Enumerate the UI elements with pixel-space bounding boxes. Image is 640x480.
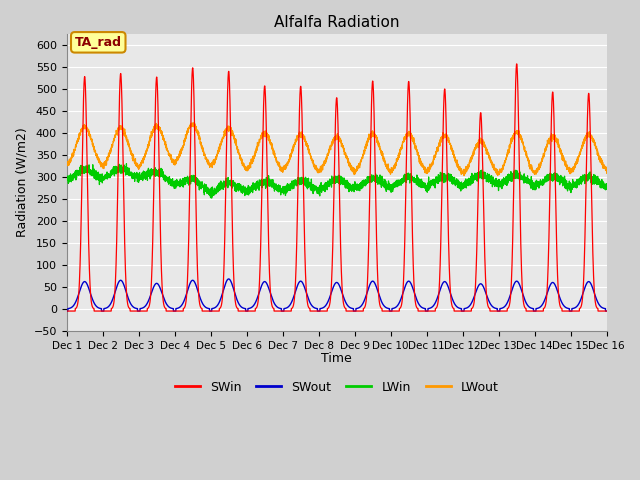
Legend: SWin, SWout, LWin, LWout: SWin, SWout, LWin, LWout bbox=[170, 376, 504, 399]
SWin bbox=[602, 308, 610, 314]
SWout bbox=[488, 303, 496, 309]
SWin bbox=[603, 308, 611, 314]
Line: SWout: SWout bbox=[67, 279, 607, 311]
SWin bbox=[458, 308, 465, 314]
X-axis label: Time: Time bbox=[321, 352, 352, 365]
LWout bbox=[488, 164, 496, 169]
LWin bbox=[458, 183, 466, 189]
LWout bbox=[317, 164, 324, 169]
LWout bbox=[189, 120, 197, 126]
SWout bbox=[602, 308, 610, 314]
LWout bbox=[602, 168, 610, 174]
LWin bbox=[160, 174, 168, 180]
LWin bbox=[602, 181, 610, 187]
LWout bbox=[458, 169, 465, 175]
SWin bbox=[513, 61, 520, 67]
LWin bbox=[428, 179, 436, 185]
SWin bbox=[63, 308, 70, 314]
Line: SWin: SWin bbox=[67, 64, 607, 311]
SWout bbox=[63, 308, 70, 314]
SWin bbox=[488, 308, 496, 314]
LWin bbox=[488, 184, 496, 190]
SWout bbox=[458, 308, 465, 314]
LWout bbox=[63, 162, 70, 168]
LWout bbox=[603, 170, 611, 176]
LWin bbox=[123, 161, 131, 167]
LWin bbox=[603, 186, 611, 192]
SWin bbox=[317, 308, 324, 314]
Title: Alfalfa Radiation: Alfalfa Radiation bbox=[274, 15, 399, 30]
SWout bbox=[225, 276, 232, 282]
LWin bbox=[208, 195, 216, 201]
LWin bbox=[63, 176, 70, 181]
LWin bbox=[317, 188, 324, 194]
SWout bbox=[428, 304, 436, 310]
SWin bbox=[428, 308, 435, 314]
SWin bbox=[160, 301, 168, 307]
Line: LWout: LWout bbox=[67, 123, 607, 176]
Y-axis label: Radiation (W/m2): Radiation (W/m2) bbox=[15, 128, 28, 237]
SWout bbox=[317, 306, 324, 312]
Text: TA_rad: TA_rad bbox=[75, 36, 122, 49]
Line: LWin: LWin bbox=[67, 164, 607, 198]
SWout bbox=[603, 308, 611, 314]
LWout bbox=[160, 135, 168, 141]
LWout bbox=[428, 161, 436, 167]
SWout bbox=[160, 295, 168, 301]
LWout bbox=[460, 173, 468, 179]
